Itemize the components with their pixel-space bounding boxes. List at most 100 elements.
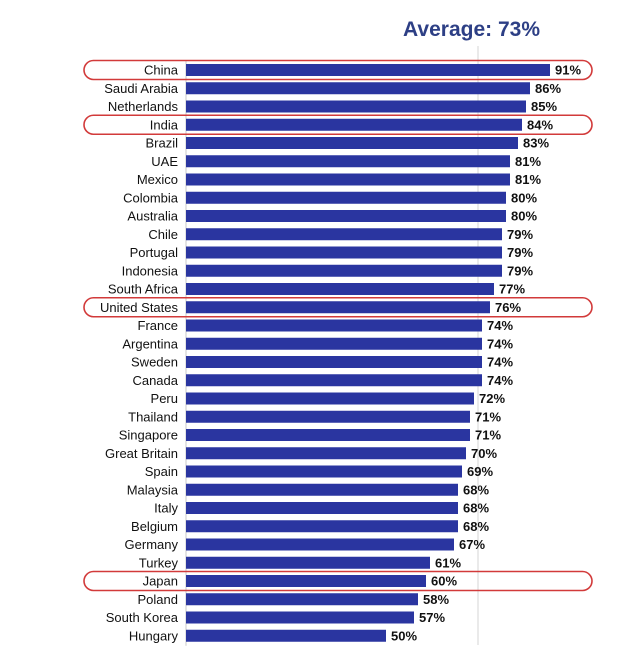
value-label: 74% (487, 336, 513, 351)
category-label: Germany (125, 537, 179, 552)
value-label: 68% (463, 519, 489, 534)
highlight-outline (83, 114, 593, 136)
value-label: 68% (463, 501, 489, 516)
highlight-outline (83, 59, 593, 81)
bar-germany (186, 538, 454, 551)
category-label: Portugal (130, 245, 179, 260)
category-label: Peru (151, 391, 178, 406)
value-label: 71% (475, 428, 501, 443)
category-label: Chile (148, 227, 178, 242)
bar-australia (186, 210, 506, 222)
value-label: 86% (535, 81, 561, 96)
value-label: 81% (515, 172, 541, 187)
bar-turkey (186, 556, 430, 569)
value-label: 81% (515, 154, 541, 169)
category-label: Canada (132, 373, 178, 388)
value-label: 58% (423, 592, 449, 607)
bar-china (186, 64, 550, 76)
category-label: South Korea (106, 610, 179, 625)
bar-thailand (186, 410, 470, 423)
category-label: Brazil (145, 136, 178, 151)
average-title: Average: 73% (403, 18, 540, 41)
category-label: France (138, 318, 178, 333)
bar-chile (186, 228, 502, 241)
category-label: Australia (127, 209, 178, 224)
bar-japan (186, 575, 426, 587)
category-label: Saudi Arabia (104, 81, 178, 96)
value-label: 50% (391, 628, 417, 643)
category-label: Sweden (131, 355, 178, 370)
highlight-layer (83, 59, 593, 592)
category-label: Indonesia (122, 263, 179, 278)
category-label: Poland (138, 592, 178, 607)
category-label: United States (100, 300, 179, 315)
bars-layer (186, 64, 550, 642)
category-label: UAE (151, 154, 178, 169)
value-label: 91% (555, 63, 581, 78)
value-label: 74% (487, 355, 513, 370)
value-label: 77% (499, 282, 525, 297)
bar-mexico (186, 173, 510, 186)
bar-india (186, 118, 522, 131)
bar-saudi-arabia (186, 82, 530, 95)
value-label: 61% (435, 555, 461, 570)
bar-netherlands (186, 100, 526, 113)
category-label: Netherlands (108, 99, 179, 114)
bar-poland (186, 593, 418, 606)
category-label: Thailand (128, 409, 178, 424)
bar-france (186, 319, 482, 332)
bar-south-korea (186, 611, 414, 624)
category-label: Singapore (119, 428, 178, 443)
bar-uae (186, 155, 510, 168)
bar-italy (186, 502, 458, 514)
bar-indonesia (186, 264, 502, 277)
labels-layer: China 91% Saudi Arabia 86% Netherlands 85% Ind… (100, 63, 582, 644)
bar-hungary (186, 629, 386, 642)
category-label: Italy (154, 501, 178, 516)
value-label: 80% (511, 209, 537, 224)
value-label: 60% (431, 574, 457, 589)
value-label: 83% (523, 136, 549, 151)
category-label: Japan (143, 574, 178, 589)
category-label: Malaysia (127, 482, 179, 497)
category-label: Argentina (122, 336, 178, 351)
bar-united-states (186, 301, 490, 314)
value-label: 79% (507, 227, 533, 242)
bar-peru (186, 392, 474, 405)
value-label: 69% (467, 464, 493, 479)
category-label: Belgium (131, 519, 178, 534)
category-label: Mexico (137, 172, 178, 187)
bar-south-africa (186, 283, 494, 295)
category-label: India (150, 117, 179, 132)
value-label: 79% (507, 263, 533, 278)
highlight-outline (83, 296, 593, 318)
value-label: 71% (475, 409, 501, 424)
value-label: 84% (527, 117, 553, 132)
bar-belgium (186, 520, 458, 533)
bar-malaysia (186, 483, 458, 496)
bar-singapore (186, 429, 470, 441)
category-label: Spain (145, 464, 178, 479)
bar-portugal (186, 246, 502, 259)
value-label: 70% (471, 446, 497, 461)
value-label: 74% (487, 373, 513, 388)
value-label: 68% (463, 482, 489, 497)
bar-colombia (186, 191, 506, 204)
value-label: 72% (479, 391, 505, 406)
highlight-outline (83, 570, 593, 592)
category-label: Great Britain (105, 446, 178, 461)
bar-spain (186, 465, 462, 478)
value-label: 76% (495, 300, 521, 315)
category-label: South Africa (108, 282, 179, 297)
value-label: 85% (531, 99, 557, 114)
category-label: China (144, 63, 179, 78)
category-label: Colombia (123, 190, 179, 205)
bar-canada (186, 374, 482, 387)
value-label: 79% (507, 245, 533, 260)
value-label: 67% (459, 537, 485, 552)
bar-great-britain (186, 447, 466, 460)
category-label: Turkey (139, 555, 179, 570)
bar-sweden (186, 356, 482, 368)
